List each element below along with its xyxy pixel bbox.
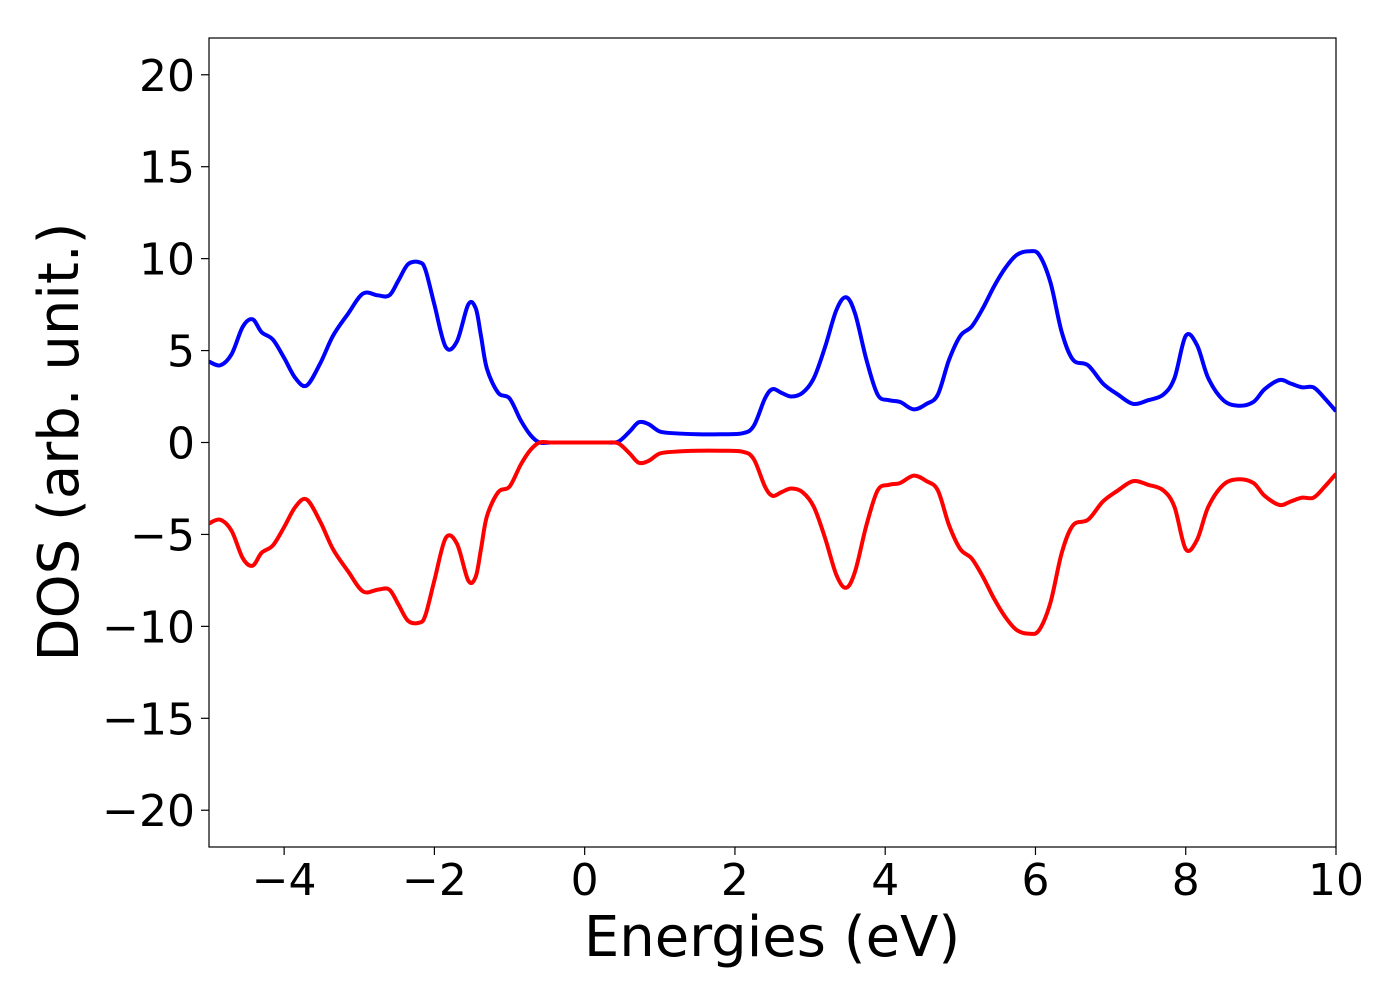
x-axis-ticks: −4 −2 0 2 4 6 8 10 bbox=[252, 847, 1364, 906]
x-axis-label: Energies (eV) bbox=[584, 905, 960, 970]
y-tick-label: 20 bbox=[139, 51, 195, 102]
x-tick-label: 4 bbox=[871, 855, 899, 906]
x-tick-label: 2 bbox=[721, 855, 749, 906]
x-tick-label: 0 bbox=[571, 855, 599, 906]
y-tick-label: 0 bbox=[167, 419, 195, 470]
y-axis-ticks: −20 −15 −10 −5 0 5 10 15 20 bbox=[102, 51, 209, 837]
y-tick-label: −5 bbox=[130, 510, 195, 561]
y-tick-label: 10 bbox=[139, 235, 195, 286]
x-tick-label: −4 bbox=[252, 855, 317, 906]
spin-up-dos-line bbox=[209, 249, 1336, 446]
plot-area bbox=[208, 37, 1337, 848]
x-tick-label: 6 bbox=[1021, 855, 1049, 906]
x-tick-label: −2 bbox=[402, 855, 467, 906]
y-tick-label: −20 bbox=[102, 786, 195, 837]
x-tick-label: 10 bbox=[1308, 855, 1364, 906]
y-tick-label: 5 bbox=[167, 327, 195, 378]
spin-down-dos-line bbox=[209, 439, 1336, 636]
y-tick-label: −10 bbox=[102, 602, 195, 653]
y-tick-label: 15 bbox=[139, 143, 195, 194]
y-tick-label: −15 bbox=[102, 694, 195, 745]
series-layer bbox=[209, 249, 1336, 636]
x-tick-label: 8 bbox=[1172, 855, 1200, 906]
y-axis-label: DOS (arb. unit.) bbox=[27, 222, 92, 661]
